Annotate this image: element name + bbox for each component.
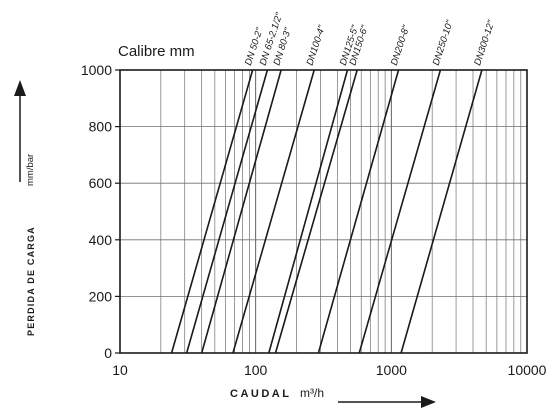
series-lines: [170, 69, 483, 354]
y-tick-label: 600: [89, 175, 113, 191]
y-tick-label: 800: [89, 119, 113, 135]
x-tick-label: 10: [112, 362, 128, 378]
y-tick-label: 200: [89, 288, 113, 304]
x-tick-label: 1000: [376, 362, 407, 378]
x-tick-labels: 10 100 1000 10000: [112, 362, 546, 378]
chart-title: Calibre mm: [118, 43, 195, 60]
x-axis-label: CAUDAL: [230, 388, 291, 400]
y-tick-label: 400: [89, 232, 113, 248]
series-line: [268, 69, 349, 354]
series-labels: DN 50-2"DN 65-2.1/2"DN 80-3" DN100-4" DN12…: [243, 11, 497, 67]
series-line: [274, 69, 358, 354]
y-axis-arrow: [14, 80, 26, 182]
x-tick-label: 10000: [508, 362, 547, 378]
grid: [120, 70, 527, 353]
series-line: [232, 69, 315, 354]
series-line: [200, 69, 282, 354]
x-tick-label: 100: [244, 362, 268, 378]
x-axis-unit: m³/h: [300, 386, 324, 400]
plot-frame: [119, 69, 528, 354]
series-line: [317, 69, 400, 354]
y-tick-label: 1000: [81, 62, 112, 78]
y-tick-label: 0: [104, 345, 112, 361]
series-line: [358, 69, 442, 354]
x-axis-arrow: [338, 396, 436, 408]
series-line: [170, 69, 254, 354]
series-line: [400, 69, 483, 354]
series-label: DN200-8": [389, 24, 412, 67]
y-axis-unit: mm/bar: [25, 154, 36, 186]
series-line: [185, 69, 269, 354]
series-label: DN100-4": [305, 24, 328, 67]
series-label: DN300-12": [472, 19, 497, 67]
series-label: DN250-10": [431, 19, 456, 67]
y-axis-label: PERDIDA DE CARGA: [26, 226, 36, 336]
y-tick-labels: 0 200 400 600 800 1000: [81, 62, 120, 361]
